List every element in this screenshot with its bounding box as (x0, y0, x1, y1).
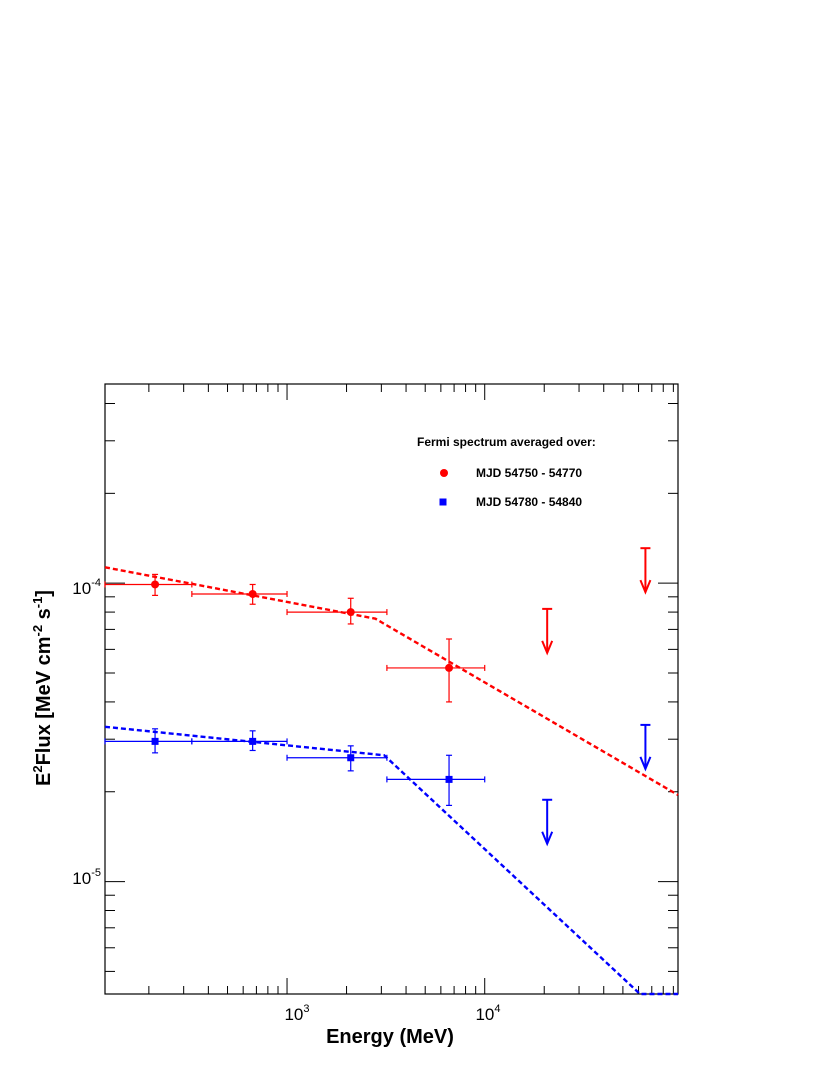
data-point (286, 597, 388, 625)
data-point (386, 638, 486, 703)
marker-square (151, 737, 159, 745)
legend-entry-1: MJD 54750 - 54770 (476, 466, 582, 480)
legend-marker-red (440, 469, 448, 477)
upper-limit-arrow (541, 798, 554, 847)
legend-entry-2: MJD 54780 - 54840 (476, 495, 582, 509)
marker-circle (151, 580, 160, 589)
x-tick-label-10000: 104 (475, 1003, 500, 1024)
data-point (191, 730, 288, 752)
model-curve-2 (104, 725, 678, 996)
plot-frame (104, 383, 679, 995)
data-point (104, 573, 193, 596)
data-point (286, 745, 388, 772)
axis-ticks (105, 384, 678, 994)
x-tick-label-1000: 103 (284, 1003, 309, 1024)
y-tick-label-1e-4: 10-4 (72, 577, 101, 598)
legend-marker-blue (439, 498, 447, 506)
upper-limit-arrow (541, 607, 554, 656)
model-curve-1 (104, 566, 679, 797)
marker-square (445, 775, 453, 783)
legend: Fermi spectrum averaged over: MJD 54750 … (417, 435, 596, 509)
marker-square (249, 737, 257, 745)
upper-limit-head (541, 640, 554, 656)
data-point (386, 754, 486, 807)
marker-circle (248, 589, 257, 598)
model-curves (104, 566, 679, 996)
legend-title: Fermi spectrum averaged over: (417, 435, 596, 449)
upper-limit-head (639, 579, 652, 595)
marker-square (347, 754, 355, 762)
y-axis-title: E2Flux [MeV cm-2 s-1] (30, 590, 55, 786)
upper-limit-arrow (639, 723, 652, 772)
data-points (104, 547, 652, 847)
data-point (191, 583, 288, 605)
upper-limit-head (541, 831, 554, 847)
marker-circle (445, 663, 454, 672)
upper-limit-head (639, 756, 652, 772)
marker-circle (346, 608, 355, 617)
upper-limit-arrow (639, 547, 652, 595)
x-axis-title: Energy (MeV) (326, 1026, 454, 1048)
y-tick-label-1e-5: 10-5 (72, 867, 101, 888)
